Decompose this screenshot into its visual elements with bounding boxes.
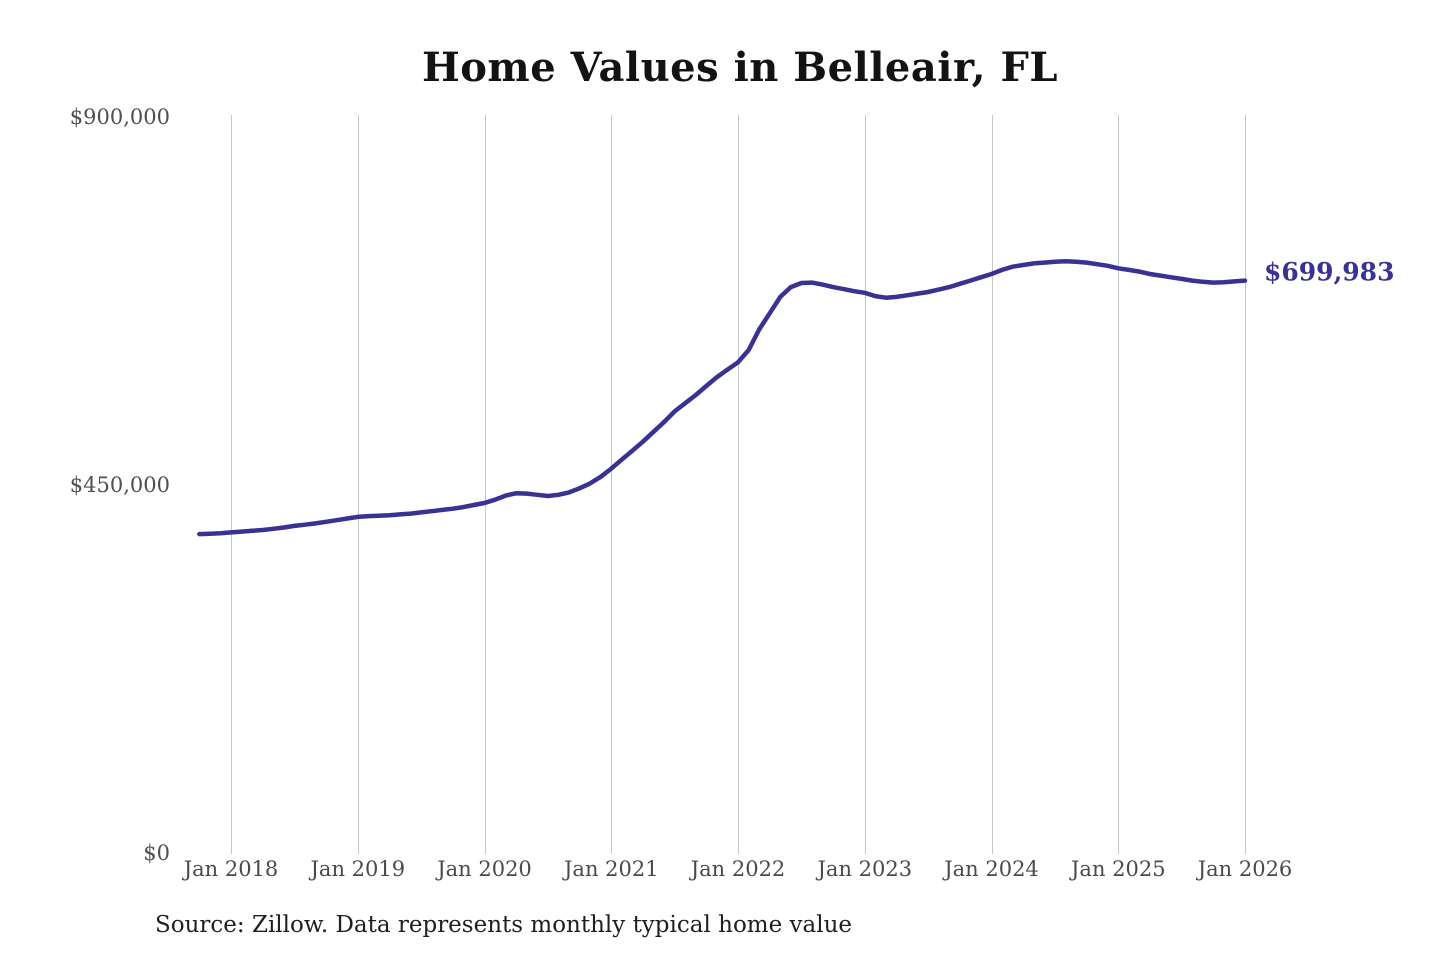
x-axis-tick-label: Jan 2025 <box>1071 857 1166 881</box>
x-axis-tick-label: Jan 2024 <box>944 857 1039 881</box>
y-axis-tick-label: $0 <box>143 841 170 865</box>
source-note: Source: Zillow. Data represents monthly … <box>155 912 853 938</box>
x-axis-tick-label: Jan 2021 <box>564 857 659 881</box>
latest-value-label: $699,983 <box>1264 257 1395 287</box>
chart-title: Home Values in Belleair, FL <box>421 44 1059 91</box>
y-axis-tick-label: $450,000 <box>69 473 170 497</box>
x-axis-tick-label: Jan 2022 <box>690 857 786 881</box>
gridlines-group <box>231 115 1246 854</box>
x-axis-tick-label: Jan 2019 <box>310 857 406 881</box>
y-axis-tick-label: $900,000 <box>69 105 170 129</box>
x-axis-tick-label: Jan 2023 <box>817 857 913 881</box>
home-value-line <box>197 259 1248 537</box>
x-axis-tick-label: Jan 2026 <box>1197 857 1293 881</box>
x-axis-tick-label: Jan 2018 <box>183 857 279 881</box>
x-axis-tick-label: Jan 2020 <box>437 857 532 881</box>
